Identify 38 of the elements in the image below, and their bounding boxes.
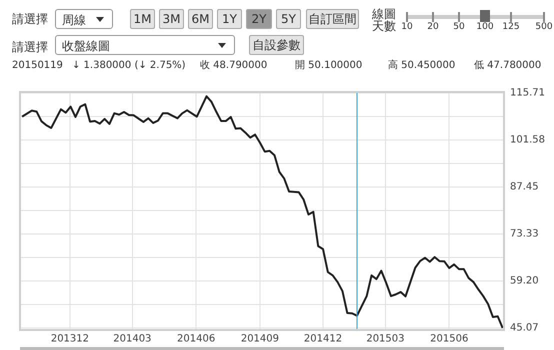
text: 1Y	[217, 9, 242, 29]
text: 1M	[130, 9, 155, 29]
x-tick-label: 201503	[366, 334, 405, 345]
text: 20150119	[12, 60, 63, 71]
y-tick-label: 87.45	[510, 182, 539, 193]
x-tick-label: 201409	[240, 334, 280, 345]
text: 6M	[188, 9, 213, 29]
text: 請選擇	[12, 12, 48, 26]
text: 10	[400, 22, 414, 32]
y-tick-label: 45.07	[510, 322, 539, 334]
text: 自設參數	[249, 35, 304, 55]
text: 請選擇	[12, 40, 48, 54]
x-tick-label: 201403	[113, 334, 152, 345]
x-tick-label: 201412	[304, 334, 342, 345]
text: 高 50.450000	[388, 60, 456, 71]
text: 自訂區間	[306, 9, 359, 29]
text: 收 48.790000	[200, 60, 268, 71]
text: 線圖天數	[372, 7, 397, 33]
text: 500	[534, 22, 554, 32]
x-tick-label: 201506	[430, 334, 468, 345]
text: 50	[452, 22, 466, 32]
y-tick-label: 115.71	[510, 88, 545, 99]
text: 周線	[62, 13, 86, 27]
text: 2Y	[246, 9, 272, 29]
y-tick-label: 101.58	[510, 134, 545, 146]
text: 5Y	[276, 9, 301, 29]
x-tick-label: 201406	[177, 334, 216, 345]
text: ↓ 1.380000 (↓ 2.75%)	[72, 60, 186, 71]
text: 3M	[159, 9, 184, 29]
text: 低 47.780000	[474, 60, 542, 71]
y-tick-label: 59.20	[510, 276, 539, 287]
text: 收盤線圖	[62, 39, 110, 53]
text: 開 50.100000	[295, 60, 362, 71]
x-tick-label: 201312	[50, 334, 90, 345]
y-tick-label: 73.33	[510, 228, 539, 240]
text: 20	[426, 22, 440, 32]
text: 125	[501, 22, 521, 32]
text: 100	[475, 22, 495, 32]
